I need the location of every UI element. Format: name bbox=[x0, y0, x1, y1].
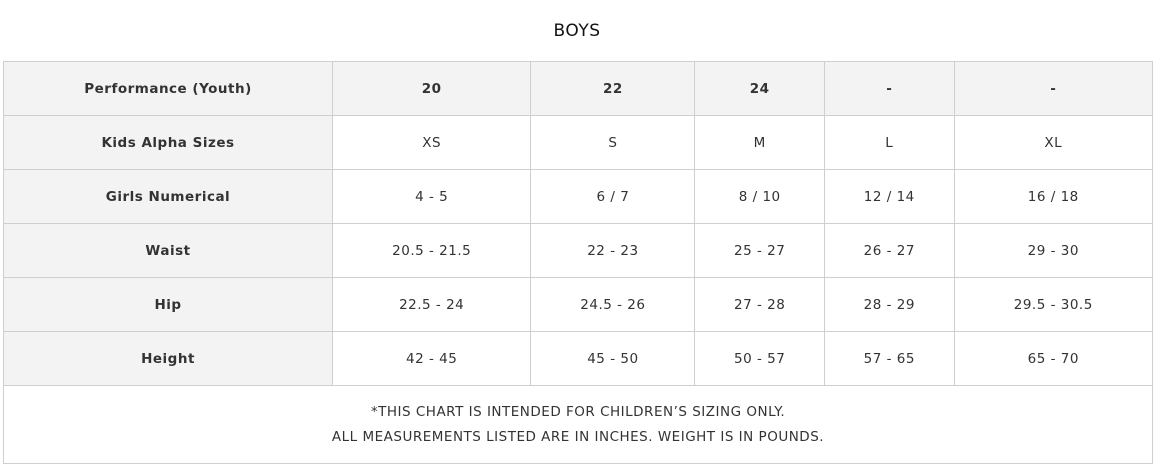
cell: L bbox=[823, 115, 955, 170]
row-label: Hip bbox=[3, 277, 333, 332]
note: *THIS CHART IS INTENDED FOR CHILDREN’S S… bbox=[370, 403, 786, 420]
cell: 8 / 10 bbox=[694, 169, 825, 224]
cell: 26 - 27 bbox=[823, 223, 955, 278]
row-label: Height bbox=[3, 331, 333, 386]
table-row: Height 42 - 45 45 - 50 50 - 57 57 - 65 65 - 7… bbox=[3, 331, 1154, 386]
table-row: Hip 22.5 - 24 24.5 - 26 27 - 28 28 - 29 29.5 … bbox=[3, 277, 1154, 332]
cell: 12 / 14 bbox=[823, 169, 955, 224]
cell: 22 - 23 bbox=[530, 223, 696, 278]
table-row: Performance (Youth) 20 22 24- - bbox=[3, 61, 1154, 116]
cell: 22.5 - 24 bbox=[331, 277, 532, 332]
notes-row: *THIS CHART IS INTENDED FOR CHILDREN’S S… bbox=[3, 385, 1153, 464]
cell: 20.5 - 21.5 bbox=[331, 223, 532, 278]
table-row: Waist 20.5 - 21.5 22 - 23 25 - 27 26 - 27 29 … bbox=[3, 223, 1154, 278]
notes: *THIS CHART IS INTENDED FOR CHILDREN’S S… bbox=[3, 385, 1153, 464]
cell: 22 bbox=[530, 61, 696, 116]
table-row: Kids Alpha Sizes XS S M L XL bbox=[3, 115, 1154, 170]
cell: 27 - 28 bbox=[694, 277, 825, 332]
cell: 50 - 57 bbox=[694, 331, 825, 386]
cell: 4 - 5 bbox=[331, 169, 532, 224]
cell: 28 - 29 bbox=[823, 277, 955, 332]
cell: XS bbox=[331, 115, 532, 170]
cell: 24 bbox=[694, 61, 825, 116]
cell: 29 - 30 bbox=[953, 223, 1154, 278]
cell: 65 - 70 bbox=[953, 331, 1154, 386]
cell: - bbox=[823, 61, 955, 116]
cell: 57 - 65 bbox=[823, 331, 955, 386]
note: ALL MEASUREMENTS LISTED ARE IN INCHES. W… bbox=[331, 428, 825, 445]
cell: M bbox=[694, 115, 825, 170]
cell: 45 - 50 bbox=[530, 331, 696, 386]
row-label: Waist bbox=[3, 223, 333, 278]
cell: 20 bbox=[331, 61, 532, 116]
cell: XL bbox=[953, 115, 1154, 170]
row-label: Kids Alpha Sizes bbox=[3, 115, 333, 170]
cell: 25 - 27 bbox=[694, 223, 825, 278]
row-label: Girls Numerical bbox=[3, 169, 333, 224]
cell: 24.5 - 26 bbox=[530, 277, 696, 332]
title: BOYS bbox=[553, 21, 601, 41]
cell: - bbox=[953, 61, 1154, 116]
cell: 42 - 45 bbox=[331, 331, 532, 386]
cell: 6 / 7 bbox=[530, 169, 696, 224]
cell: 16 / 18 bbox=[953, 169, 1154, 224]
cell: S bbox=[530, 115, 696, 170]
row-label: Performance (Youth) bbox=[3, 61, 333, 116]
cell: 29.5 - 30.5 bbox=[953, 277, 1154, 332]
size-table: Performance (Youth) 20 22 24- - Kids Alpha Si… bbox=[3, 61, 1154, 464]
